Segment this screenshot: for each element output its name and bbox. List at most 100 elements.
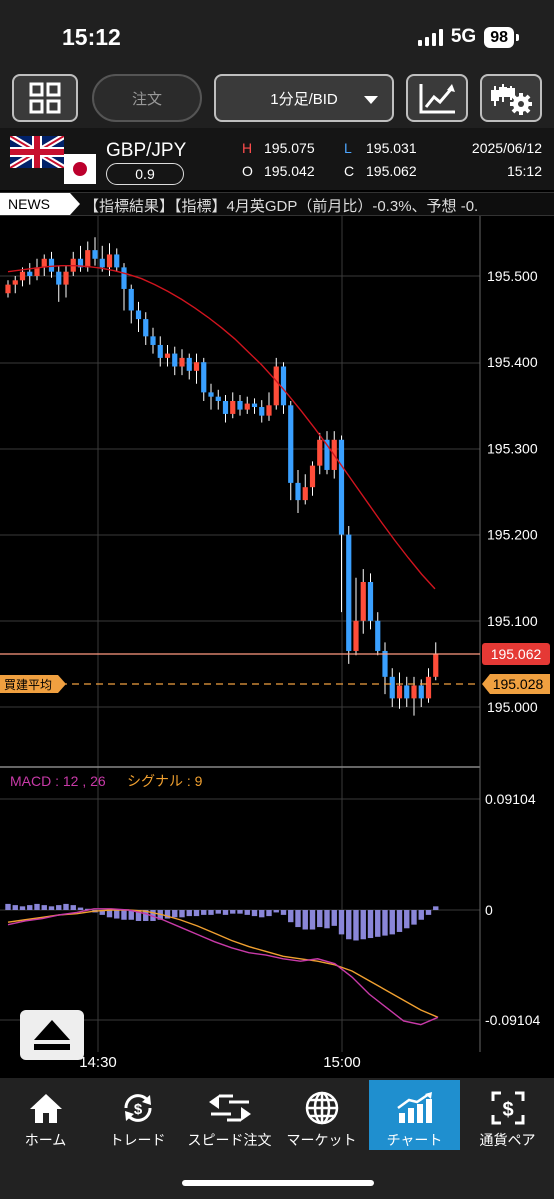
- open-value: O 195.042: [242, 163, 315, 179]
- candle-body: [150, 336, 156, 345]
- histogram-bar: [295, 910, 301, 928]
- candle-body: [295, 482, 301, 501]
- histogram-bar: [150, 910, 156, 921]
- candle-body: [338, 439, 345, 535]
- histogram-bar: [360, 910, 366, 940]
- candle-body: [85, 250, 91, 268]
- histogram-bar: [19, 906, 26, 910]
- pair-header: GBP/JPY 0.9 H 195.075 L 195.031 O 195.042 C…: [0, 128, 554, 190]
- price-tick-label: 195.300: [487, 440, 538, 456]
- nav-market[interactable]: マーケット: [276, 1080, 367, 1150]
- histogram-bar: [244, 910, 250, 915]
- histogram-bar: [106, 910, 113, 918]
- histogram-bar: [331, 910, 337, 926]
- candle-body: [56, 271, 62, 285]
- collapse-button[interactable]: [20, 1010, 84, 1060]
- candle-body: [237, 400, 243, 410]
- japan-flag-icon: [64, 154, 96, 184]
- histogram-bar: [425, 910, 432, 915]
- nav-label: スピード注文: [187, 1132, 272, 1148]
- news-ticker[interactable]: NEWS 【指標結果】【指標】4月英GDP（前月比）-0.3%、予想 -0.: [0, 192, 554, 216]
- candle-body: [12, 280, 18, 285]
- histogram-bar: [70, 905, 76, 910]
- histogram-bar: [215, 910, 221, 914]
- histogram-bar: [433, 906, 439, 910]
- grid-icon: [29, 82, 61, 114]
- low-value: L 195.031: [344, 140, 417, 156]
- histogram-bar: [99, 910, 105, 915]
- histogram-bar: [302, 910, 308, 930]
- price-tick-label: 195.400: [487, 354, 538, 370]
- moving-average-line: [7, 264, 436, 590]
- nav-home[interactable]: ホーム: [0, 1080, 91, 1150]
- candles: [5, 237, 439, 716]
- candle-body: [222, 400, 229, 414]
- news-text[interactable]: 【指標結果】【指標】4月英GDP（前月比）-0.3%、予想 -0.: [84, 198, 479, 215]
- candle-body: [215, 396, 221, 401]
- histogram-bar: [5, 903, 11, 910]
- price-tick-label: 195.000: [487, 699, 538, 715]
- histogram-bar: [375, 910, 381, 937]
- status-indicators: 5G 98: [417, 26, 519, 48]
- settings-gear-icon: [491, 84, 532, 115]
- histogram-bar: [353, 910, 359, 941]
- histogram-bar: [172, 910, 178, 918]
- histogram-bar: [382, 910, 388, 936]
- histogram-bar: [222, 910, 229, 915]
- candle-body: [5, 284, 11, 294]
- candle-body: [360, 582, 366, 621]
- nav-trade[interactable]: $ トレード: [92, 1080, 183, 1150]
- close-value: C 195.062: [344, 163, 417, 179]
- candle-body: [164, 353, 171, 358]
- macd-tick-label: 0.09104: [485, 791, 536, 807]
- menu-grid-button[interactable]: [12, 74, 78, 122]
- candle-body: [19, 271, 26, 281]
- nav-speed-order[interactable]: スピード注文: [184, 1080, 275, 1150]
- candle-body: [266, 405, 272, 416]
- candle-body: [259, 407, 265, 416]
- histogram-bar: [346, 910, 352, 940]
- candle-body: [172, 353, 178, 367]
- pair-name[interactable]: GBP/JPY: [106, 140, 187, 161]
- chart-settings-button[interactable]: [480, 74, 542, 122]
- nav-label: チャート: [386, 1132, 443, 1148]
- nav-chart[interactable]: チャート: [369, 1080, 460, 1150]
- candle-body: [251, 403, 258, 408]
- high-value: H 195.075: [242, 140, 315, 156]
- histogram-bar: [317, 910, 323, 928]
- histogram-bar: [85, 908, 91, 910]
- histogram-bar: [411, 910, 417, 925]
- candle-body: [99, 258, 105, 268]
- svg-text:195.062: 195.062: [491, 646, 542, 662]
- candle-body: [179, 357, 185, 367]
- candle-body: [411, 685, 417, 699]
- nav-currency-pair[interactable]: $ 通貨ペア: [462, 1080, 553, 1150]
- chart-area[interactable]: 195.500 195.400 195.300 195.200 195.100 195.0…: [0, 216, 554, 1078]
- histogram-bar: [48, 906, 55, 910]
- histogram-bar: [164, 910, 171, 919]
- speed-order-icon: [208, 1094, 251, 1122]
- signal-title: シグナル : 9: [127, 773, 203, 789]
- candle-body: [302, 487, 308, 501]
- candle-body: [382, 650, 388, 677]
- candle-body: [48, 258, 55, 272]
- nav-label: トレード: [109, 1132, 166, 1148]
- histogram-bar: [34, 903, 40, 910]
- svg-text:$: $: [133, 1101, 142, 1118]
- histogram-bar: [41, 905, 47, 910]
- candle-body: [353, 620, 359, 651]
- signal-line: [7, 909, 439, 1018]
- period-select[interactable]: 1分足/BID: [214, 74, 394, 122]
- avg-label-badge: 買建平均: [0, 675, 66, 693]
- battery-icon: 98: [484, 26, 519, 48]
- histogram-bar: [201, 910, 207, 915]
- histogram-bar: [27, 905, 33, 910]
- order-button[interactable]: 注文: [92, 74, 202, 122]
- histogram-bar: [324, 910, 330, 929]
- news-label: NEWS: [0, 193, 80, 215]
- candle-body: [317, 439, 323, 466]
- price-tick-label: 195.200: [487, 527, 538, 543]
- chart-type-button[interactable]: [406, 74, 468, 122]
- candle-body: [193, 362, 200, 371]
- nav-label: 通貨ペア: [479, 1132, 536, 1148]
